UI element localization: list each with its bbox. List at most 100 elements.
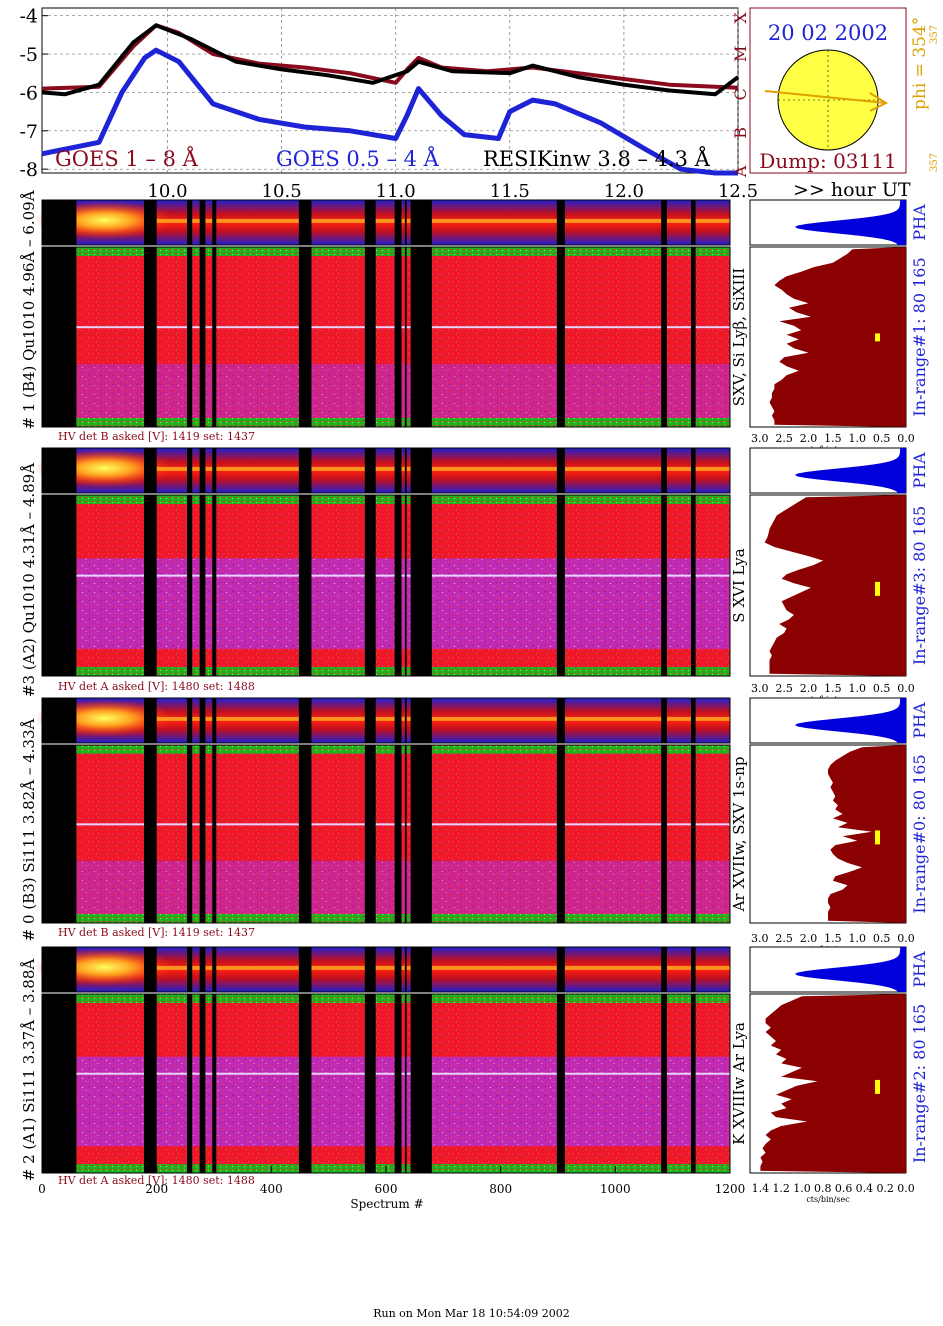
hour-tick-label: 11.5 — [490, 181, 530, 202]
data-gap — [212, 698, 217, 743]
spectrogram-frame — [41, 246, 731, 428]
data-gap — [394, 947, 402, 992]
hist-unit: cts/bin/sec — [806, 1195, 850, 1204]
strip-frame — [41, 697, 731, 744]
data-gap — [199, 448, 206, 493]
count-histogram — [760, 994, 906, 1173]
data-gap — [410, 247, 432, 427]
data-gap — [298, 448, 312, 493]
data-gap — [298, 947, 312, 992]
data-gap — [394, 745, 402, 923]
data-gap — [691, 745, 696, 923]
hist-tick-label: 0.0 — [897, 682, 915, 695]
data-gap — [212, 745, 217, 923]
data-gap — [42, 448, 77, 493]
hist-tick-label: 1.2 — [772, 1182, 790, 1195]
pha-label: PHA — [910, 951, 929, 988]
range-marker — [875, 581, 880, 596]
data-gap — [394, 200, 402, 245]
class-letter: B — [731, 127, 750, 139]
spectrogram-bright-zone — [76, 1056, 730, 1147]
data-gap — [394, 698, 402, 743]
in-range-label: In-range#2: 80 165 — [910, 1004, 929, 1163]
strip-line — [156, 716, 730, 721]
in-range-label: In-range#3: 80 165 — [910, 506, 929, 665]
data-gap — [42, 745, 77, 923]
data-gap — [212, 247, 217, 427]
data-gap — [187, 698, 193, 743]
data-gap — [42, 994, 77, 1173]
spectrogram-frame — [41, 744, 731, 924]
spectrogram-channels: # 1 (B4) Qu1010 4.96Å – 6.09Å SXV, Si Lyβ… — [20, 190, 929, 1204]
data-gap — [364, 994, 376, 1173]
phi-arrow — [764, 90, 887, 104]
hour-axis-ticks: 10.0 10.5 11.0 11.5 12.0 12.5 — [147, 181, 758, 202]
data-gap — [556, 448, 565, 493]
data-gap — [404, 495, 407, 676]
data-gap — [364, 247, 376, 427]
data-gap — [199, 994, 206, 1173]
data-gap — [691, 698, 696, 743]
data-gap — [144, 947, 157, 992]
light-curve-y-ticks: -4 -5 -6 -7 -8 — [19, 6, 48, 181]
hist-tick-label: 3.0 — [751, 682, 769, 695]
green-edge-top — [42, 247, 730, 256]
spectrum-tick-label: 600 — [375, 1182, 398, 1196]
spectrum-tick-label: 800 — [489, 1182, 512, 1196]
channel-2: # 0 (B3) Si111 3.82Å – 4.33Å Ar XVIIw, SX… — [20, 697, 929, 954]
data-gap — [394, 247, 402, 427]
spectrum-tick-label: 400 — [260, 1182, 283, 1196]
class-letter: A — [731, 165, 750, 178]
data-gap — [42, 495, 77, 676]
channel-label: #3 (A2) Qu1010 4.31Å – 4.89Å — [20, 463, 38, 697]
data-gap — [42, 247, 77, 427]
spectrum-tick-label: 1200 — [715, 1182, 746, 1196]
hv-label: HV det B asked [V]: 1419 set: 1437 — [58, 430, 255, 443]
data-gap — [187, 495, 193, 676]
light-curve-panel: -4 -5 -6 -7 -8 A B C M X GOES 1 – 8 Å GOES 0.5 –… — [19, 6, 910, 202]
spectrum-tick-label: 0 — [38, 1182, 46, 1196]
hour-tick-label: 10.5 — [262, 181, 302, 202]
data-gap — [199, 247, 206, 427]
hist-tick-label: 0.4 — [856, 1182, 874, 1195]
data-gap — [661, 947, 667, 992]
data-gap — [661, 247, 667, 427]
data-gap — [691, 200, 696, 245]
hist-tick-label: 1.4 — [752, 1182, 770, 1195]
green-edge-top — [42, 495, 730, 504]
spectrum-axis-title: Spectrum # — [350, 1197, 423, 1211]
y-tick-label: -7 — [19, 121, 38, 143]
data-gap — [298, 698, 312, 743]
data-gap — [42, 200, 77, 245]
data-gap — [364, 448, 376, 493]
data-gap — [364, 947, 376, 992]
pha-histogram — [794, 200, 906, 245]
y-tick-label: -4 — [19, 6, 38, 28]
data-gap — [394, 495, 402, 676]
channel-label: # 1 (B4) Qu1010 4.96Å – 6.09Å — [20, 190, 38, 429]
phi-small-label: 357 — [929, 25, 940, 44]
flare-class-letters: A B C M X — [731, 12, 750, 178]
data-gap — [404, 247, 407, 427]
data-gap — [298, 200, 312, 245]
hist-tick-label: 2.0 — [800, 682, 818, 695]
data-gap — [410, 947, 432, 992]
data-gap — [144, 495, 157, 676]
data-gap — [364, 200, 376, 245]
spectrogram-bright-zone — [76, 860, 730, 915]
data-gap — [661, 698, 667, 743]
data-gap — [212, 947, 217, 992]
spectrum-tick-label: 1000 — [600, 1182, 631, 1196]
hour-tick-label: 12.0 — [604, 181, 644, 202]
data-gap — [691, 448, 696, 493]
data-gap — [556, 698, 565, 743]
data-gap — [410, 698, 432, 743]
data-gap — [187, 247, 193, 427]
hist-tick-label: 0.6 — [835, 1182, 853, 1195]
line-label: S XVI Lya — [730, 548, 748, 622]
data-gap — [556, 994, 565, 1173]
series-line-resik — [41, 23, 740, 97]
data-gap — [661, 994, 667, 1173]
range-marker — [875, 830, 880, 845]
hist-tick-label: 1.0 — [793, 1182, 811, 1195]
